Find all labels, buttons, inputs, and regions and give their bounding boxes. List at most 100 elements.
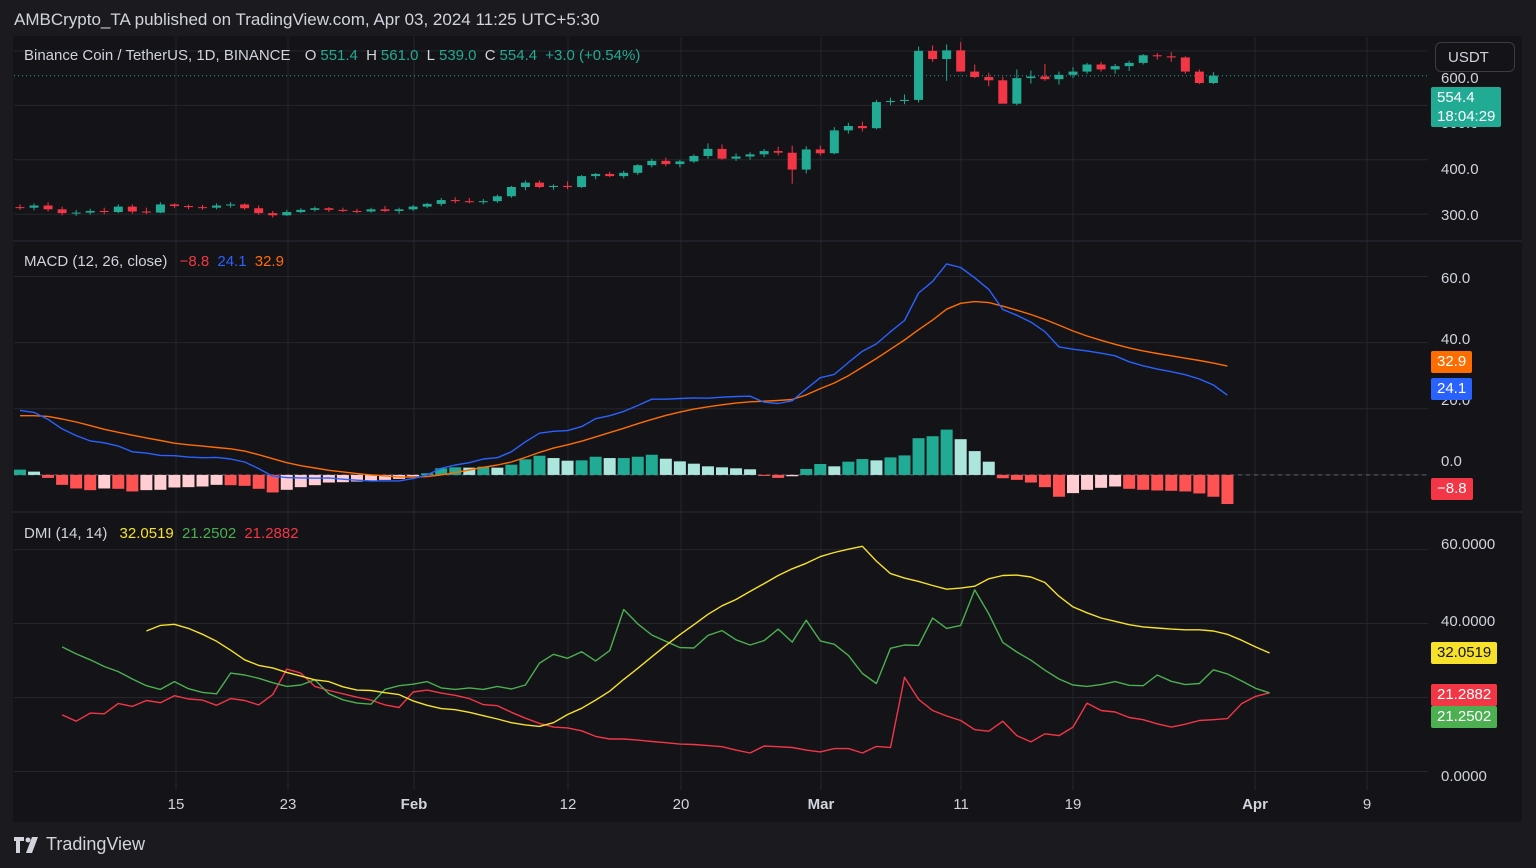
dmi-minus-di-line bbox=[61, 668, 1270, 754]
candle-body bbox=[29, 205, 39, 208]
bar-countdown: 18:04:29 bbox=[1437, 108, 1496, 125]
x-tick: Apr bbox=[1242, 796, 1268, 813]
candle-body bbox=[422, 203, 432, 207]
ohlc-high: 561.0 bbox=[380, 47, 419, 64]
price-y-tick: 400.0 bbox=[1441, 161, 1479, 178]
candle-body bbox=[240, 204, 250, 209]
macd-histogram-bar bbox=[1207, 474, 1220, 497]
macd-line-tag: 24.1 bbox=[1431, 378, 1473, 400]
candle-body bbox=[857, 126, 867, 129]
candle-body bbox=[464, 201, 474, 203]
candle-body bbox=[212, 205, 222, 208]
macd-histogram-bar bbox=[659, 458, 672, 475]
macd-histogram-bar bbox=[505, 464, 518, 475]
candle-body bbox=[254, 208, 264, 214]
candle-body bbox=[591, 173, 601, 177]
macd-y-tick: 0.0 bbox=[1441, 453, 1462, 470]
candle-body bbox=[113, 206, 123, 213]
candle-body bbox=[1152, 55, 1162, 57]
candle-body bbox=[141, 211, 151, 213]
macd-histogram-bar bbox=[996, 474, 1009, 479]
macd-histogram-bar bbox=[968, 451, 981, 475]
candle-body bbox=[1194, 71, 1204, 84]
macd-histogram-bar bbox=[280, 474, 293, 490]
macd-histogram-bar bbox=[954, 439, 967, 475]
x-tick: Feb bbox=[400, 796, 428, 813]
macd-histogram-bar bbox=[631, 456, 644, 475]
macd-histogram-bar bbox=[379, 474, 392, 480]
macd-histogram-bar bbox=[266, 474, 279, 493]
symbol-label[interactable]: Binance Coin / TetherUS, 1D, BINANCE bbox=[24, 47, 291, 64]
currency-button[interactable]: USDT bbox=[1435, 42, 1515, 72]
macd-histogram-bar bbox=[575, 460, 588, 475]
candle-body bbox=[731, 156, 741, 159]
candle-body bbox=[689, 155, 699, 162]
macd-histogram-bar bbox=[589, 456, 602, 475]
macd-histogram-bar bbox=[1010, 474, 1023, 480]
candle-body bbox=[661, 160, 671, 165]
macd-histogram-bar bbox=[842, 461, 855, 475]
candle-body bbox=[352, 210, 362, 212]
macd-histogram-bar bbox=[758, 474, 771, 476]
macd-title[interactable]: MACD (12, 26, close) bbox=[24, 253, 168, 270]
macd-histogram-bar bbox=[238, 474, 251, 486]
x-tick: 9 bbox=[1362, 796, 1372, 813]
macd-histogram-bar bbox=[870, 460, 883, 475]
macd-histogram-bar bbox=[1193, 474, 1206, 494]
macd-histogram-bar bbox=[547, 458, 560, 475]
candle-body bbox=[520, 182, 530, 187]
tradingview-brand[interactable]: TradingView bbox=[14, 834, 145, 855]
candle-body bbox=[928, 50, 938, 60]
macd-histogram-bar bbox=[744, 469, 757, 475]
macd-histogram-bar bbox=[1024, 474, 1037, 483]
last-price-tag: 554.4 18:04:29 bbox=[1431, 87, 1502, 127]
macd-histogram-bar bbox=[224, 474, 237, 486]
candle-body bbox=[282, 212, 292, 216]
candle-body bbox=[998, 80, 1008, 104]
candle-body bbox=[577, 176, 587, 187]
candle-body bbox=[1054, 74, 1064, 80]
candle-body bbox=[57, 209, 67, 214]
macd-histogram-bar bbox=[687, 463, 700, 475]
macd-signal-tag: 32.9 bbox=[1431, 351, 1473, 373]
ohlc-change: +3.0 (+0.54%) bbox=[545, 47, 641, 64]
macd-histogram-bar bbox=[926, 436, 939, 475]
candle-body bbox=[380, 209, 390, 211]
macd-histogram-bar bbox=[294, 474, 307, 488]
dmi-plus-di-value: 21.2502 bbox=[181, 525, 237, 542]
candle-body bbox=[914, 50, 924, 100]
macd-histogram-bar bbox=[182, 474, 195, 488]
x-tick: 15 bbox=[167, 796, 185, 813]
candle-body bbox=[829, 130, 839, 154]
macd-histogram-bar bbox=[701, 466, 714, 475]
x-tick: 20 bbox=[672, 796, 690, 813]
chart-frame[interactable] bbox=[13, 36, 1522, 822]
macd-histogram-bar bbox=[449, 467, 462, 475]
macd-histogram-bar bbox=[772, 474, 785, 478]
published-header: AMBCrypto_TA published on TradingView.co… bbox=[14, 10, 600, 29]
macd-histogram-bar bbox=[716, 467, 728, 475]
candle-body bbox=[226, 204, 236, 206]
candle-body bbox=[1068, 71, 1078, 75]
candle-body bbox=[1040, 76, 1050, 80]
candle-body bbox=[450, 200, 460, 202]
macd-legend: MACD (12, 26, close) −8.8 24.1 32.9 bbox=[24, 253, 288, 270]
dmi-title[interactable]: DMI (14, 14) bbox=[24, 525, 108, 542]
candle-body bbox=[478, 201, 488, 203]
ohlc-low: 539.0 bbox=[438, 47, 477, 64]
macd-histogram-bar bbox=[1123, 474, 1136, 489]
candle-body bbox=[1110, 66, 1120, 70]
macd-y-tick: 40.0 bbox=[1441, 331, 1471, 348]
candle-body bbox=[942, 50, 952, 60]
brand-name: TradingView bbox=[46, 834, 146, 854]
candle-body bbox=[815, 149, 825, 154]
x-tick: 19 bbox=[1064, 796, 1082, 813]
macd-histogram-bar bbox=[28, 471, 41, 475]
macd-histogram-bar bbox=[421, 473, 434, 475]
candle-body bbox=[633, 165, 643, 173]
candle-body bbox=[534, 182, 544, 187]
macd-histogram-bar bbox=[350, 474, 363, 482]
dmi-plus-di-line bbox=[61, 589, 1270, 705]
candle-body bbox=[843, 126, 853, 131]
